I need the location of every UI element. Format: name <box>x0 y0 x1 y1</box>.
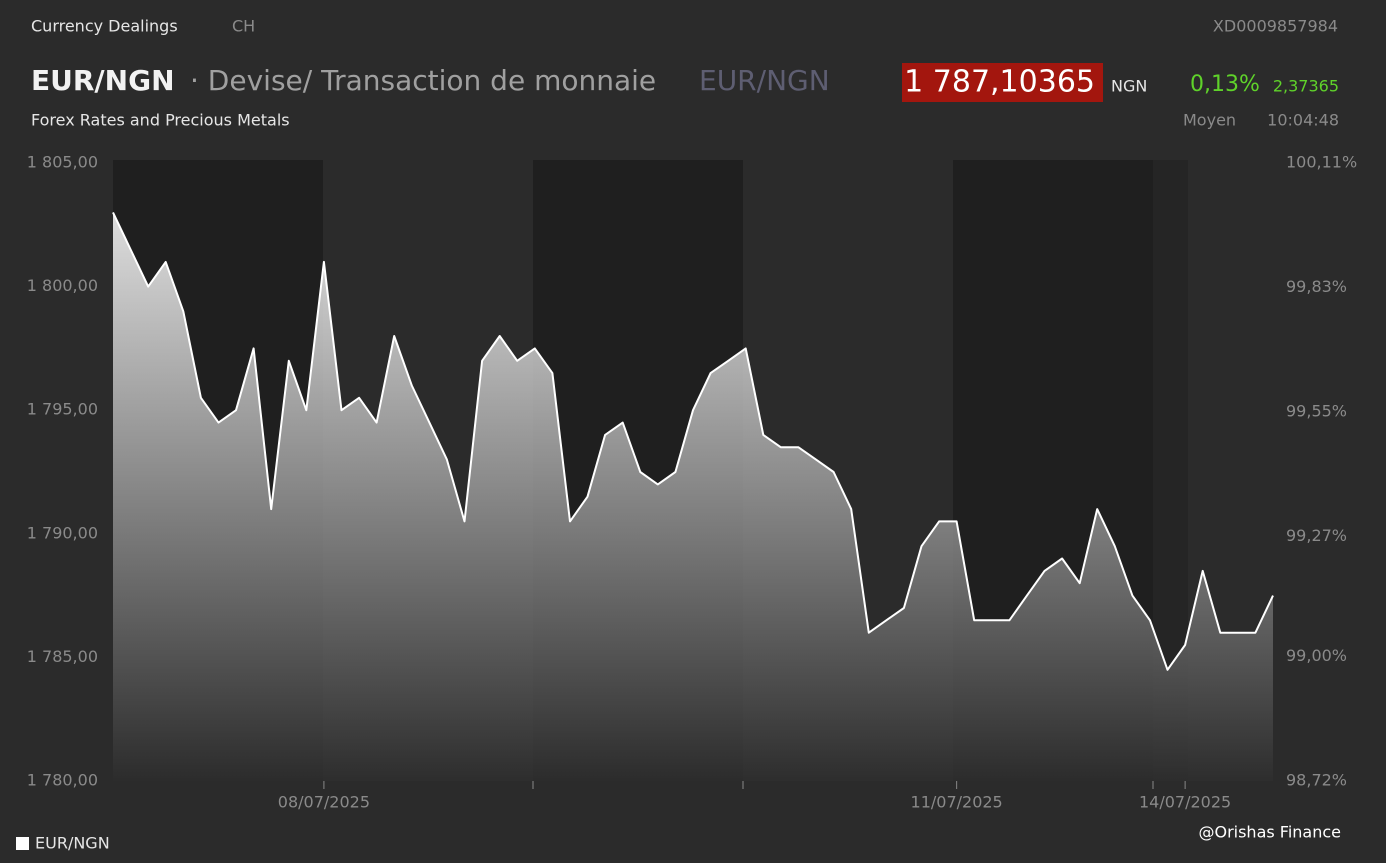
y2-tick-label: 99,00% <box>1286 646 1347 665</box>
area <box>113 212 1273 781</box>
y-tick-label: 1 780,00 <box>27 771 98 790</box>
y-tick-label: 1 795,00 <box>27 400 98 419</box>
watermark: @Orishas Finance <box>1198 823 1341 842</box>
x-tick-label: 11/07/2025 <box>911 793 1003 812</box>
y2-tick-label: 100,11% <box>1286 153 1357 172</box>
price-box <box>902 63 1103 102</box>
y-tick-label: 1 790,00 <box>27 523 98 542</box>
y2-tick-label: 99,27% <box>1286 526 1347 545</box>
symbol-alt: EUR/NGN <box>699 64 830 97</box>
x-tick-label: 08/07/2025 <box>278 793 370 812</box>
y2-tick-label: 99,83% <box>1286 277 1347 296</box>
price-type: Moyen <box>1183 111 1236 130</box>
category: Forex Rates and Precious Metals <box>31 111 290 130</box>
time: 10:04:48 <box>1267 111 1339 130</box>
y2-tick-label: 99,55% <box>1286 401 1347 420</box>
symbol: EUR/NGN <box>31 64 175 97</box>
change-abs: 2,37365 <box>1273 77 1339 96</box>
section: Currency Dealings <box>31 17 178 36</box>
description: · Devise/ Transaction de monnaie <box>190 64 656 97</box>
y-tick-label: 1 785,00 <box>27 647 98 666</box>
currency: NGN <box>1111 77 1147 96</box>
legend-label: EUR/NGN <box>35 834 110 853</box>
y-tick-label: 1 800,00 <box>27 276 98 295</box>
y2-tick-label: 98,72% <box>1286 771 1347 790</box>
change-pct: 0,13% <box>1190 72 1260 97</box>
price: 1 787,10365 <box>904 65 1095 100</box>
country: CH <box>232 17 255 36</box>
isin: XD0009857984 <box>1213 17 1338 36</box>
y-tick-label: 1 805,00 <box>27 153 98 172</box>
plot-area <box>112 211 1274 781</box>
line <box>112 211 1274 671</box>
x-tick-label: 14/07/2025 <box>1139 793 1231 812</box>
legend-swatch <box>16 837 29 850</box>
